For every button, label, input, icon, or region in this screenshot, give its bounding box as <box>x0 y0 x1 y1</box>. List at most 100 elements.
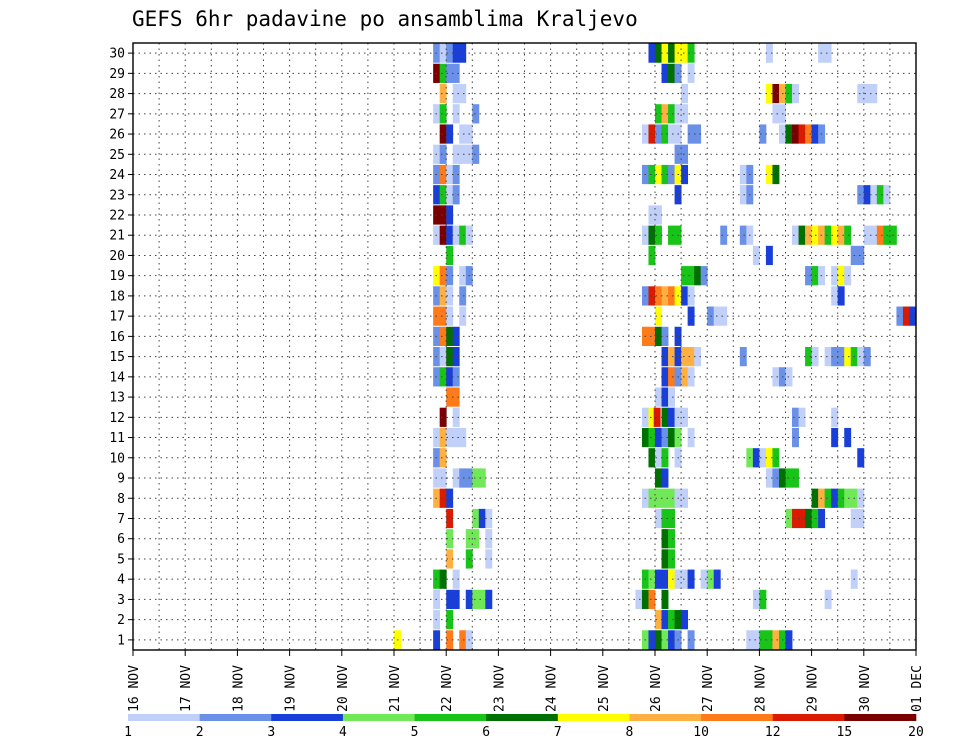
heatmap-cell <box>857 245 865 266</box>
heatmap-cell <box>765 468 773 488</box>
heatmap-cell <box>439 448 447 468</box>
heatmap-cell <box>759 124 767 144</box>
colorbar-level-label: 4 <box>339 725 347 740</box>
heatmap-cell <box>648 286 656 306</box>
heatmap-cell <box>857 347 865 367</box>
heatmap-cell <box>459 83 467 104</box>
heatmap-cell <box>648 407 656 427</box>
heatmap-cell <box>459 124 467 144</box>
heatmap-cell <box>439 63 447 83</box>
heatmap-cell <box>870 225 878 245</box>
heatmap-cell <box>485 529 493 549</box>
heatmap-cell <box>452 104 460 124</box>
heatmap-cell <box>792 427 799 448</box>
heatmap-cell <box>459 630 467 650</box>
heatmap-cell <box>439 83 447 104</box>
chart-title: GEFS 6hr padavine po ansamblima Kraljevo <box>132 7 638 31</box>
heatmap-cell <box>459 144 467 164</box>
heatmap-cell <box>439 286 447 306</box>
heatmap-cell <box>439 124 447 144</box>
heatmap-cell <box>635 589 643 610</box>
heatmap-cell <box>485 589 493 610</box>
heatmap-cell <box>805 124 813 144</box>
heatmap-cell <box>452 347 460 367</box>
heatmap-cell <box>857 488 865 508</box>
heatmap-cell <box>439 43 447 63</box>
heatmap-cell <box>824 488 832 508</box>
heatmap-cell <box>765 630 773 650</box>
x-tick-label: 22 NOV <box>440 665 455 712</box>
heatmap-cell <box>446 610 454 630</box>
heatmap-cell <box>452 427 460 448</box>
heatmap-cell <box>739 164 747 185</box>
heatmap-cell <box>687 347 695 367</box>
heatmap-cell <box>792 225 799 245</box>
heatmap-cell <box>772 104 780 124</box>
x-tick-label: 19 NOV <box>284 665 299 712</box>
heatmap-cell <box>446 185 454 205</box>
heatmap-cell <box>439 266 447 286</box>
heatmap-cell <box>452 569 460 589</box>
heatmap-cell <box>863 225 871 245</box>
heatmap-cell <box>648 488 656 508</box>
heatmap-cell <box>681 43 689 63</box>
heatmap-cell <box>661 508 669 529</box>
heatmap-cell <box>472 104 480 124</box>
y-tick-label: 16 <box>109 330 125 345</box>
heatmap-cell <box>452 63 460 83</box>
heatmap-cell <box>837 266 845 286</box>
heatmap-cell <box>765 164 773 185</box>
heatmap-cell <box>687 286 695 306</box>
heatmap-cell <box>446 164 454 185</box>
heatmap-cell <box>668 529 675 549</box>
plot-frame <box>132 42 917 651</box>
y-tick-label: 5 <box>117 552 125 567</box>
heatmap-cell <box>772 83 780 104</box>
heatmap-cell <box>681 83 689 104</box>
heatmap-cell <box>805 225 813 245</box>
y-tick-label: 13 <box>109 391 125 406</box>
heatmap-cell <box>687 427 695 448</box>
heatmap-cell <box>452 185 460 205</box>
heatmap-cell <box>668 549 675 569</box>
heatmap-cell <box>824 589 832 610</box>
heatmap-cell <box>857 83 865 104</box>
y-tick-label: 28 <box>109 87 125 102</box>
colorbar-swatch <box>414 714 487 721</box>
heatmap-cell <box>655 124 662 144</box>
heatmap-cell <box>452 387 460 407</box>
heatmap-cell <box>459 306 467 326</box>
x-axis: 16 NOV 17 NOV 18 NOV 19 NOV 20 NOV 21 NOV 22 N… <box>127 650 925 712</box>
heatmap-cell <box>661 387 669 407</box>
heatmap-cell <box>439 326 447 346</box>
heatmap-cell <box>661 529 669 549</box>
heatmap-cell <box>452 164 460 185</box>
colorbar-swatch <box>199 714 272 721</box>
heatmap-cell <box>478 589 486 610</box>
y-axis: 1234567891011121314151617181920212223242… <box>109 47 133 648</box>
heatmap-cell <box>837 347 845 367</box>
heatmap-cell <box>700 266 708 286</box>
y-tick-label: 27 <box>109 107 125 122</box>
heatmap-cell <box>681 266 689 286</box>
heatmap-cell <box>661 407 669 427</box>
heatmap-cell <box>452 589 460 610</box>
heatmap-cell <box>681 144 689 164</box>
y-tick-label: 6 <box>117 532 125 547</box>
heatmap-cell <box>792 468 799 488</box>
x-tick-label: 01 DEC <box>910 665 925 712</box>
heatmap-cell <box>681 347 689 367</box>
y-tick-label: 10 <box>109 451 125 466</box>
heatmap-cell <box>752 630 760 650</box>
heatmap-cell <box>687 569 695 589</box>
heatmap-cell <box>668 630 675 650</box>
heatmap-cell <box>439 225 447 245</box>
heatmap-cell <box>459 286 467 306</box>
heatmap-cell <box>837 488 845 508</box>
heatmap-cell <box>648 448 656 468</box>
heatmap-cell <box>798 508 806 529</box>
colorbar-level-label: 5 <box>411 725 419 740</box>
heatmap-cell <box>446 286 454 306</box>
heatmap-cell <box>661 488 669 508</box>
heatmap-cell <box>661 347 669 367</box>
